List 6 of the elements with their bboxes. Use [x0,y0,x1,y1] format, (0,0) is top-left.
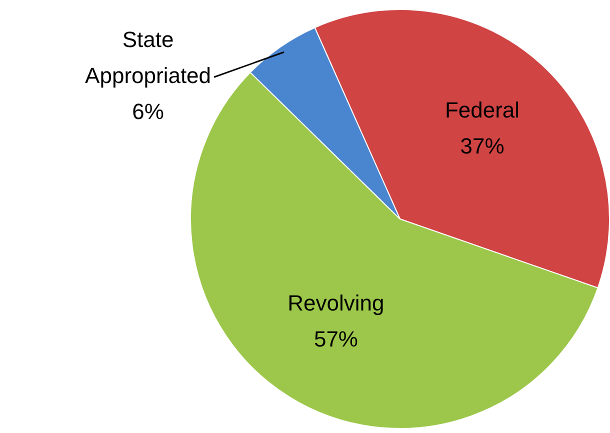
slice-label: State Appropriated [85,27,212,88]
data-label: 6% [132,99,164,124]
slice-label: Revolving [288,290,384,316]
data-label: 57% [314,326,358,352]
data-label: 37% [460,134,504,159]
slice-label: Federal [444,98,520,123]
